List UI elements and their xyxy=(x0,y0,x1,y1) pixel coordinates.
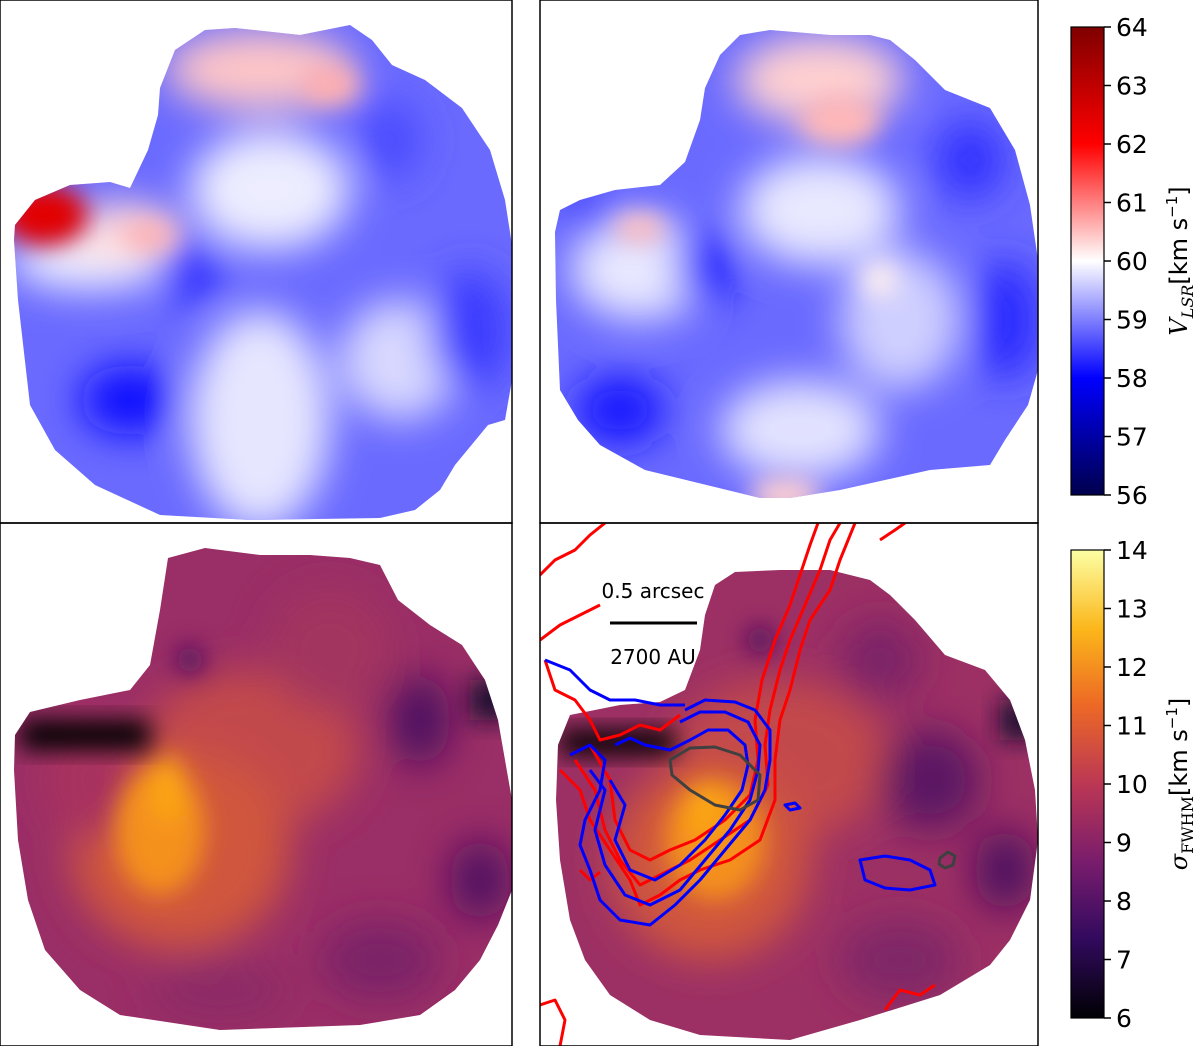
colorbar-linewidth-label: σFWHM[km s−1] xyxy=(1163,698,1197,871)
colorbar-linewidth-tick-label: 11 xyxy=(1116,712,1148,741)
colorbar-linewidth-tick-label: 6 xyxy=(1116,1004,1132,1033)
panel-bottom-right: 0.5 arcsec 2700 AU xyxy=(539,522,1039,1046)
scalebar-label-physical: 2700 AU xyxy=(610,645,696,669)
colorbar-velocity: 64 63 62 61 60 59 58 57 56 VLSR[km s−1] xyxy=(1070,13,1197,510)
velocity-map-top-left xyxy=(14,25,512,520)
colorbar-linewidth-tick-label: 13 xyxy=(1116,595,1148,624)
linewidth-map-bottom-left xyxy=(14,548,512,1030)
scalebar-label-angular: 0.5 arcsec xyxy=(602,579,705,603)
gray-contours xyxy=(668,745,957,870)
panel-top-left xyxy=(0,0,513,524)
axes-frame xyxy=(0,522,513,1046)
colorbar-velocity-tick-label: 61 xyxy=(1116,189,1148,218)
colorbar-linewidth-tick-label: 12 xyxy=(1116,653,1148,682)
contours xyxy=(540,523,957,1046)
colorbar-velocity-tick-label: 59 xyxy=(1116,306,1148,335)
scalebar: 0.5 arcsec 2700 AU xyxy=(602,579,705,669)
colorbar-linewidth-tick-label: 9 xyxy=(1116,829,1132,858)
colorbar-linewidth-tick-label: 10 xyxy=(1116,770,1148,799)
colorbar-linewidth-tick-label: 8 xyxy=(1116,887,1132,916)
colorbar-velocity-tick-label: 63 xyxy=(1116,72,1148,101)
colorbar-velocity-label: VLSR[km s−1] xyxy=(1163,186,1197,335)
panel-top-right xyxy=(539,0,1039,524)
colorbar-linewidth-ticks: 14 13 12 11 10 9 8 7 6 xyxy=(1104,536,1148,1033)
colorbar-velocity-strip xyxy=(1070,26,1105,496)
panel-bottom-left xyxy=(0,522,513,1046)
colorbar-linewidth-tick-label: 7 xyxy=(1116,946,1132,975)
colorbar-velocity-tick-label: 57 xyxy=(1116,423,1148,452)
colorbar-velocity-tick-label: 60 xyxy=(1116,247,1148,276)
blue-contours xyxy=(544,658,937,927)
velocity-map-top-right xyxy=(555,30,1038,498)
colorbar-velocity-tick-label: 58 xyxy=(1116,364,1148,393)
colorbar-velocity-tick-label: 64 xyxy=(1116,13,1148,42)
axes-frame xyxy=(539,522,1039,1046)
colorbar-linewidth: 14 13 12 11 10 9 8 7 6 σFWHM[km s−1] xyxy=(1070,536,1197,1033)
colorbar-linewidth-strip xyxy=(1070,549,1105,1019)
colorbar-linewidth-tick-label: 14 xyxy=(1116,536,1148,565)
colorbar-velocity-ticks: 64 63 62 61 60 59 58 57 56 xyxy=(1104,13,1148,510)
colorbar-velocity-tick-label: 62 xyxy=(1116,130,1148,159)
colorbar-velocity-tick-label: 56 xyxy=(1116,481,1148,510)
